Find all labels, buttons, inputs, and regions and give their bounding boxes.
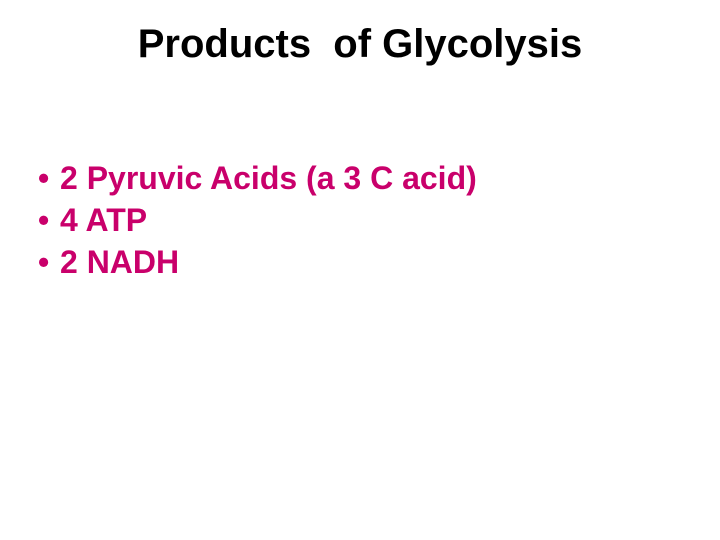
bullet-icon: •: [38, 200, 60, 240]
bullet-icon: •: [38, 242, 60, 282]
bullet-list: • 2 Pyruvic Acids (a 3 C acid) • 4 ATP •…: [38, 158, 680, 284]
list-item-text: 2 NADH: [60, 242, 179, 282]
list-item-text: 4 ATP: [60, 200, 147, 240]
list-item: • 2 Pyruvic Acids (a 3 C acid): [38, 158, 680, 198]
slide: Products of Glycolysis • 2 Pyruvic Acids…: [0, 0, 720, 540]
bullet-icon: •: [38, 158, 60, 198]
slide-title: Products of Glycolysis: [0, 22, 720, 67]
list-item: • 4 ATP: [38, 200, 680, 240]
list-item-text: 2 Pyruvic Acids (a 3 C acid): [60, 158, 477, 198]
list-item: • 2 NADH: [38, 242, 680, 282]
